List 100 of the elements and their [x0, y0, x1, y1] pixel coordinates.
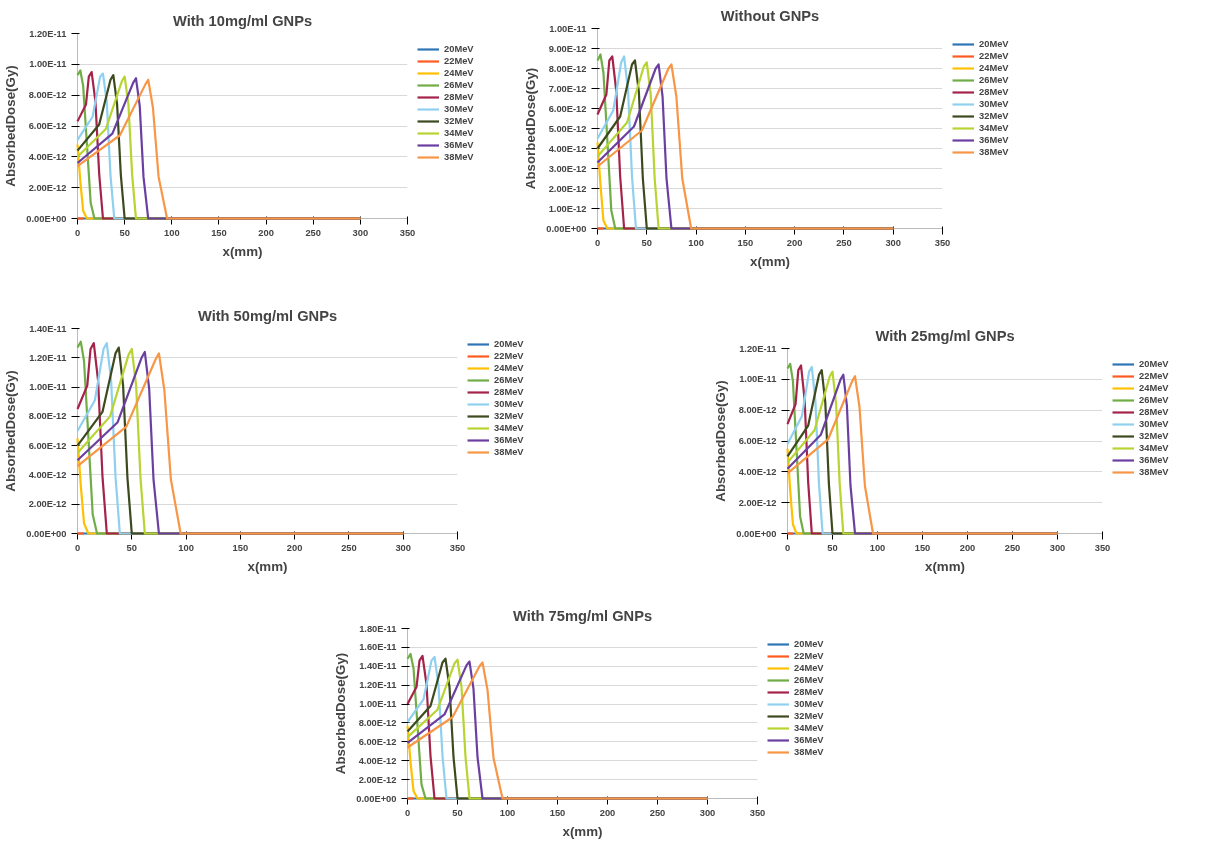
- x-axis-title: x(mm): [925, 558, 965, 574]
- x-tick-label: 250: [341, 542, 357, 553]
- legend-label: 34MeV: [794, 722, 824, 734]
- chart-title: With 50mg/ml GNPs: [197, 307, 338, 324]
- chart-title: Without GNPs: [720, 7, 820, 24]
- y-tick-label: 8.00E-12: [738, 405, 777, 416]
- x-axis-title: x(mm): [222, 243, 263, 259]
- legend-label: 26MeV: [794, 674, 824, 686]
- legend-label: 30MeV: [1139, 418, 1169, 430]
- y-axis-title: AbsorbedDose(Gy): [3, 65, 19, 187]
- y-tick-label: 1.00E-11: [29, 382, 67, 393]
- legend-label: 32MeV: [979, 110, 1009, 122]
- x-tick-label: 50: [452, 807, 463, 818]
- legend-label: 36MeV: [444, 139, 474, 151]
- x-tick-label: 300: [395, 542, 412, 553]
- y-tick-label: 1.40E-11: [359, 661, 397, 672]
- y-tick-label: 5.00E-12: [548, 123, 587, 134]
- y-tick-label: 4.00E-12: [28, 151, 67, 162]
- x-tick-label: 200: [258, 227, 274, 238]
- legend-label: 24MeV: [794, 662, 824, 674]
- legend-label: 20MeV: [979, 38, 1009, 50]
- y-tick-label: 0.00E+00: [26, 213, 67, 224]
- x-tick-label: 100: [688, 237, 704, 248]
- legend-label: 36MeV: [979, 134, 1009, 146]
- x-tick-label: 50: [119, 227, 130, 238]
- y-tick-label: 8.00E-12: [28, 90, 67, 101]
- legend-label: 30MeV: [979, 98, 1009, 110]
- y-tick-label: 0.00E+00: [546, 223, 587, 234]
- x-tick-label: 100: [164, 227, 180, 238]
- x-axis-title: x(mm): [247, 558, 288, 574]
- legend-label: 22MeV: [1139, 370, 1169, 382]
- legend-label: 30MeV: [794, 698, 824, 710]
- legend-label: 38MeV: [494, 446, 524, 458]
- y-tick-label: 2.00E-12: [28, 182, 67, 193]
- y-tick-label: 8.00E-12: [548, 63, 587, 74]
- x-tick-label: 250: [305, 227, 322, 238]
- legend-label: 26MeV: [444, 79, 474, 91]
- x-tick-label: 50: [641, 237, 652, 248]
- legend-label: 32MeV: [494, 410, 524, 422]
- y-tick-label: 6.00E-12: [28, 440, 67, 451]
- legend-label: 30MeV: [494, 398, 524, 410]
- legend-label: 28MeV: [494, 386, 524, 398]
- x-tick-label: 350: [934, 237, 951, 248]
- x-tick-label: 50: [827, 542, 838, 553]
- legend-label: 38MeV: [979, 146, 1009, 158]
- legend-label: 22MeV: [979, 50, 1009, 62]
- legend-label: 28MeV: [979, 86, 1009, 98]
- x-tick-label: 0: [594, 237, 601, 248]
- legend-label: 34MeV: [444, 127, 474, 139]
- legend-label: 20MeV: [1139, 358, 1169, 370]
- y-tick-label: 4.00E-12: [358, 755, 397, 766]
- y-tick-label: 4.00E-12: [738, 466, 777, 477]
- y-tick-label: 6.00E-12: [548, 103, 587, 114]
- x-tick-label: 0: [74, 542, 81, 553]
- y-tick-label: 1.00E-11: [739, 374, 777, 385]
- x-tick-label: 250: [836, 237, 852, 248]
- x-tick-label: 300: [352, 227, 369, 238]
- y-axis-title: AbsorbedDose(Gy): [3, 370, 19, 492]
- x-tick-label: 250: [649, 807, 666, 818]
- legend-label: 38MeV: [794, 746, 824, 758]
- y-tick-label: 0.00E+00: [356, 793, 397, 804]
- x-tick-label: 250: [1004, 542, 1021, 553]
- y-tick-label: 1.40E-11: [29, 323, 67, 334]
- legend-label: 26MeV: [979, 74, 1009, 86]
- legend-label: 32MeV: [1139, 430, 1169, 442]
- y-tick-label: 1.80E-11: [359, 623, 397, 634]
- x-tick-label: 200: [599, 807, 616, 818]
- y-tick-label: 1.20E-11: [29, 352, 67, 363]
- legend-label: 34MeV: [979, 122, 1009, 134]
- x-tick-label: 300: [1049, 542, 1066, 553]
- y-tick-label: 2.00E-12: [358, 774, 397, 785]
- legend-label: 22MeV: [494, 350, 524, 362]
- legend-label: 24MeV: [1139, 382, 1169, 394]
- legend-label: 36MeV: [794, 734, 824, 746]
- x-tick-label: 0: [784, 542, 791, 553]
- y-tick-label: 0.00E+00: [26, 528, 67, 539]
- x-tick-label: 150: [914, 542, 931, 553]
- legend-label: 38MeV: [1139, 466, 1169, 478]
- x-tick-label: 300: [885, 237, 902, 248]
- legend-label: 24MeV: [494, 362, 524, 374]
- legend-label: 36MeV: [1139, 454, 1169, 466]
- y-tick-label: 9.00E-12: [548, 43, 587, 54]
- x-tick-label: 100: [499, 807, 516, 818]
- y-tick-label: 2.00E-12: [738, 497, 777, 508]
- y-tick-label: 2.00E-12: [28, 499, 67, 510]
- x-tick-label: 350: [749, 807, 766, 818]
- x-tick-label: 150: [549, 807, 566, 818]
- legend-label: 38MeV: [444, 151, 474, 163]
- legend-label: 28MeV: [1139, 406, 1169, 418]
- y-tick-label: 1.00E-12: [548, 203, 587, 214]
- y-tick-label: 1.20E-11: [29, 28, 67, 39]
- x-tick-label: 200: [959, 542, 976, 553]
- x-tick-label: 100: [869, 542, 886, 553]
- y-tick-label: 8.00E-12: [358, 717, 397, 728]
- y-axis-title: AbsorbedDose(Gy): [523, 67, 539, 190]
- y-tick-label: 1.20E-11: [359, 680, 397, 691]
- legend-label: 26MeV: [1139, 394, 1169, 406]
- chart-title: With 10mg/ml GNPs: [172, 12, 313, 29]
- legend-label: 32MeV: [794, 710, 824, 722]
- legend-label: 24MeV: [444, 67, 474, 79]
